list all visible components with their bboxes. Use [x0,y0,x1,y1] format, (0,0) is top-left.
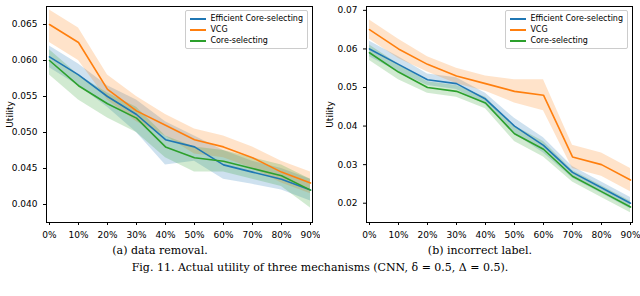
svg-text:0.06: 0.06 [337,44,357,54]
svg-text:0.07: 0.07 [337,5,357,15]
svg-text:0%: 0% [42,230,57,240]
svg-text:0.05: 0.05 [337,82,357,92]
svg-text:80%: 80% [271,230,291,240]
svg-text:40%: 40% [475,230,495,240]
svg-text:0.04: 0.04 [337,121,357,131]
html-text:VCG: VCG [530,25,548,34]
svg-text:80%: 80% [591,230,611,240]
svg-text:10%: 10% [388,230,408,240]
svg-text:Utility: Utility [5,101,15,128]
svg-text:0.050: 0.050 [12,127,38,137]
html-text:Core-selecting: Core-selecting [210,36,268,45]
html-text:Core-selecting: Core-selecting [530,36,588,45]
svg-text:70%: 70% [562,230,582,240]
html-text:Efficient Core-selecting: Efficient Core-selecting [210,14,303,23]
html-text:Efficient Core-selecting: Efficient Core-selecting [530,14,623,23]
svg-text:60%: 60% [533,230,553,240]
svg-text:90%: 90% [620,230,640,240]
svg-text:20%: 20% [97,230,117,240]
html-text:VCG: VCG [210,25,228,34]
svg-text:0.060: 0.060 [12,55,38,65]
svg-text:40%: 40% [155,230,175,240]
svg-text:Utility: Utility [325,101,335,128]
svg-text:0.065: 0.065 [12,19,38,29]
svg-text:10%: 10% [68,230,88,240]
svg-text:0.03: 0.03 [337,160,357,170]
svg-text:20%: 20% [417,230,437,240]
svg-text:0.055: 0.055 [12,91,38,101]
svg-text:50%: 50% [504,230,524,240]
svg-text:0.02: 0.02 [337,198,357,208]
svg-text:60%: 60% [213,230,233,240]
svg-text:0%: 0% [362,230,377,240]
svg-text:30%: 30% [446,230,466,240]
svg-text:30%: 30% [126,230,146,240]
html-text:(a) data removal.: (a) data removal. [112,244,208,257]
svg-text:0.040: 0.040 [12,199,38,209]
svg-text:70%: 70% [242,230,262,240]
svg-text:50%: 50% [184,230,204,240]
html-text:(b) incorrect label.: (b) incorrect label. [427,244,533,257]
svg-text:90%: 90% [300,230,320,240]
svg-text:0.045: 0.045 [12,163,38,173]
html-text:Fig. 11. Actual utility of thr: Fig. 11. Actual utility of three mechani… [131,261,509,274]
